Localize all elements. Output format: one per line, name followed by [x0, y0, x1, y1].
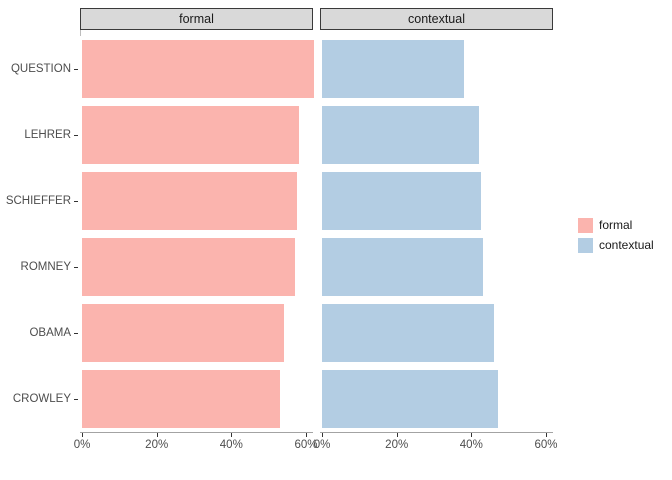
legend: formal contextual [578, 218, 672, 258]
x-tick-label: 0% [73, 439, 91, 451]
y-tick [74, 333, 78, 334]
y-tick [74, 201, 78, 202]
facet-panel-formal [80, 36, 314, 432]
bar-contextual-crowley [322, 370, 498, 428]
x-axis-line-contextual [320, 432, 553, 433]
bar-contextual-question [322, 40, 464, 98]
x-tick-label: 40% [459, 439, 483, 451]
y-axis-label-romney: ROMNEY [20, 261, 71, 273]
x-tick [156, 433, 158, 437]
x-tick-label: 0% [313, 439, 331, 451]
bar-contextual-romney [322, 238, 483, 296]
x-tick-label: 20% [385, 439, 409, 451]
legend-label-formal: formal [599, 218, 633, 232]
x-tick-label: 60% [294, 439, 318, 451]
legend-key-contextual [578, 238, 593, 253]
bar-formal-schieffer [82, 172, 297, 230]
x-tick [396, 433, 398, 437]
bar-formal-question [82, 40, 314, 98]
x-tick-label: 40% [219, 439, 243, 451]
bar-contextual-schieffer [322, 172, 481, 230]
x-tick [306, 433, 307, 437]
x-tick [471, 433, 473, 437]
x-tick-label: 20% [145, 439, 169, 451]
x-axis-line-formal [80, 432, 313, 433]
y-tick [74, 399, 78, 400]
y-axis-label-lehrer: LEHRER [24, 129, 71, 141]
facet-strip-formal: formal [80, 8, 313, 30]
bar-contextual-lehrer [322, 106, 479, 164]
bar-formal-lehrer [82, 106, 299, 164]
bar-formal-romney [82, 238, 295, 296]
y-axis-label-obama: OBAMA [29, 327, 71, 339]
y-tick [74, 135, 78, 136]
bar-formal-obama [82, 304, 284, 362]
x-tick [231, 433, 233, 437]
facet-panel-contextual [320, 36, 553, 432]
legend-key-formal [578, 218, 593, 233]
bar-formal-crowley [82, 370, 280, 428]
y-axis-label-schieffer: SCHIEFFER [5, 195, 71, 207]
facet-strip-contextual: contextual [320, 8, 553, 30]
y-axis-label-question: QUESTION [10, 63, 71, 75]
y-tick [74, 267, 78, 268]
x-tick [82, 433, 83, 437]
bar-contextual-obama [322, 304, 494, 362]
y-tick [74, 69, 78, 70]
x-tick [546, 433, 547, 437]
x-tick-label: 60% [534, 439, 558, 451]
x-tick [322, 433, 323, 437]
y-axis-label-crowley: CROWLEY [12, 393, 71, 405]
legend-label-contextual: contextual [599, 238, 654, 252]
